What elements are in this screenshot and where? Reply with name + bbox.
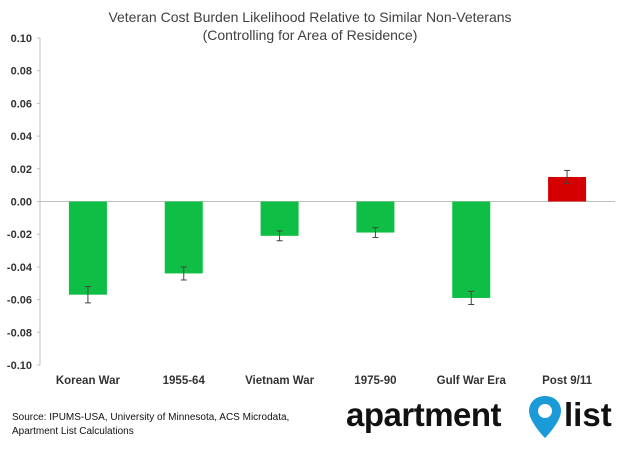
bar: [164, 201, 203, 274]
y-tick-label: -0.02: [7, 229, 32, 241]
source-line-1: Source: IPUMS-USA, University of Minneso…: [12, 412, 290, 423]
x-category-label: 1975-90: [354, 375, 396, 387]
logo-word-list: list: [564, 396, 612, 433]
location-pin-icon: [529, 396, 561, 438]
x-category-label: Gulf War Era: [437, 375, 507, 387]
y-tick-label: 0.06: [11, 98, 32, 110]
x-category-label: Post 9/11: [542, 375, 592, 387]
y-tick-label: 0.08: [11, 66, 32, 78]
bar: [260, 201, 299, 236]
bar: [452, 201, 491, 298]
x-category-label: Korean War: [56, 375, 121, 387]
y-tick-label: 0.00: [11, 197, 32, 209]
logo-word-apartment: apartment: [346, 396, 502, 433]
y-tick-label: 0.04: [11, 131, 33, 143]
y-tick-label: -0.06: [7, 295, 32, 307]
y-tick-label: 0.02: [11, 164, 32, 176]
chart-subtitle: (Controlling for Area of Residence): [202, 27, 418, 43]
x-category-label: 1955-64: [163, 375, 206, 387]
y-tick-label: -0.04: [7, 262, 33, 274]
chart-title: Veteran Cost Burden Likelihood Relative …: [108, 9, 512, 25]
x-category-label: Vietnam War: [245, 375, 315, 387]
y-tick-label: 0.10: [11, 33, 32, 45]
source-line-2: Apartment List Calculations: [12, 426, 134, 437]
bar: [68, 201, 107, 295]
chart-title-block: Veteran Cost Burden Likelihood Relative …: [0, 8, 620, 44]
y-tick-label: -0.10: [7, 360, 32, 372]
bar-chart: 0.10 0.08 0.06 0.04 0.02 0.00 -0.02 -0.04 -0.06 -…: [7, 33, 615, 387]
y-tick-label: -0.08: [7, 327, 32, 339]
source-note: Source: IPUMS-USA, University of Minneso…: [12, 411, 289, 439]
